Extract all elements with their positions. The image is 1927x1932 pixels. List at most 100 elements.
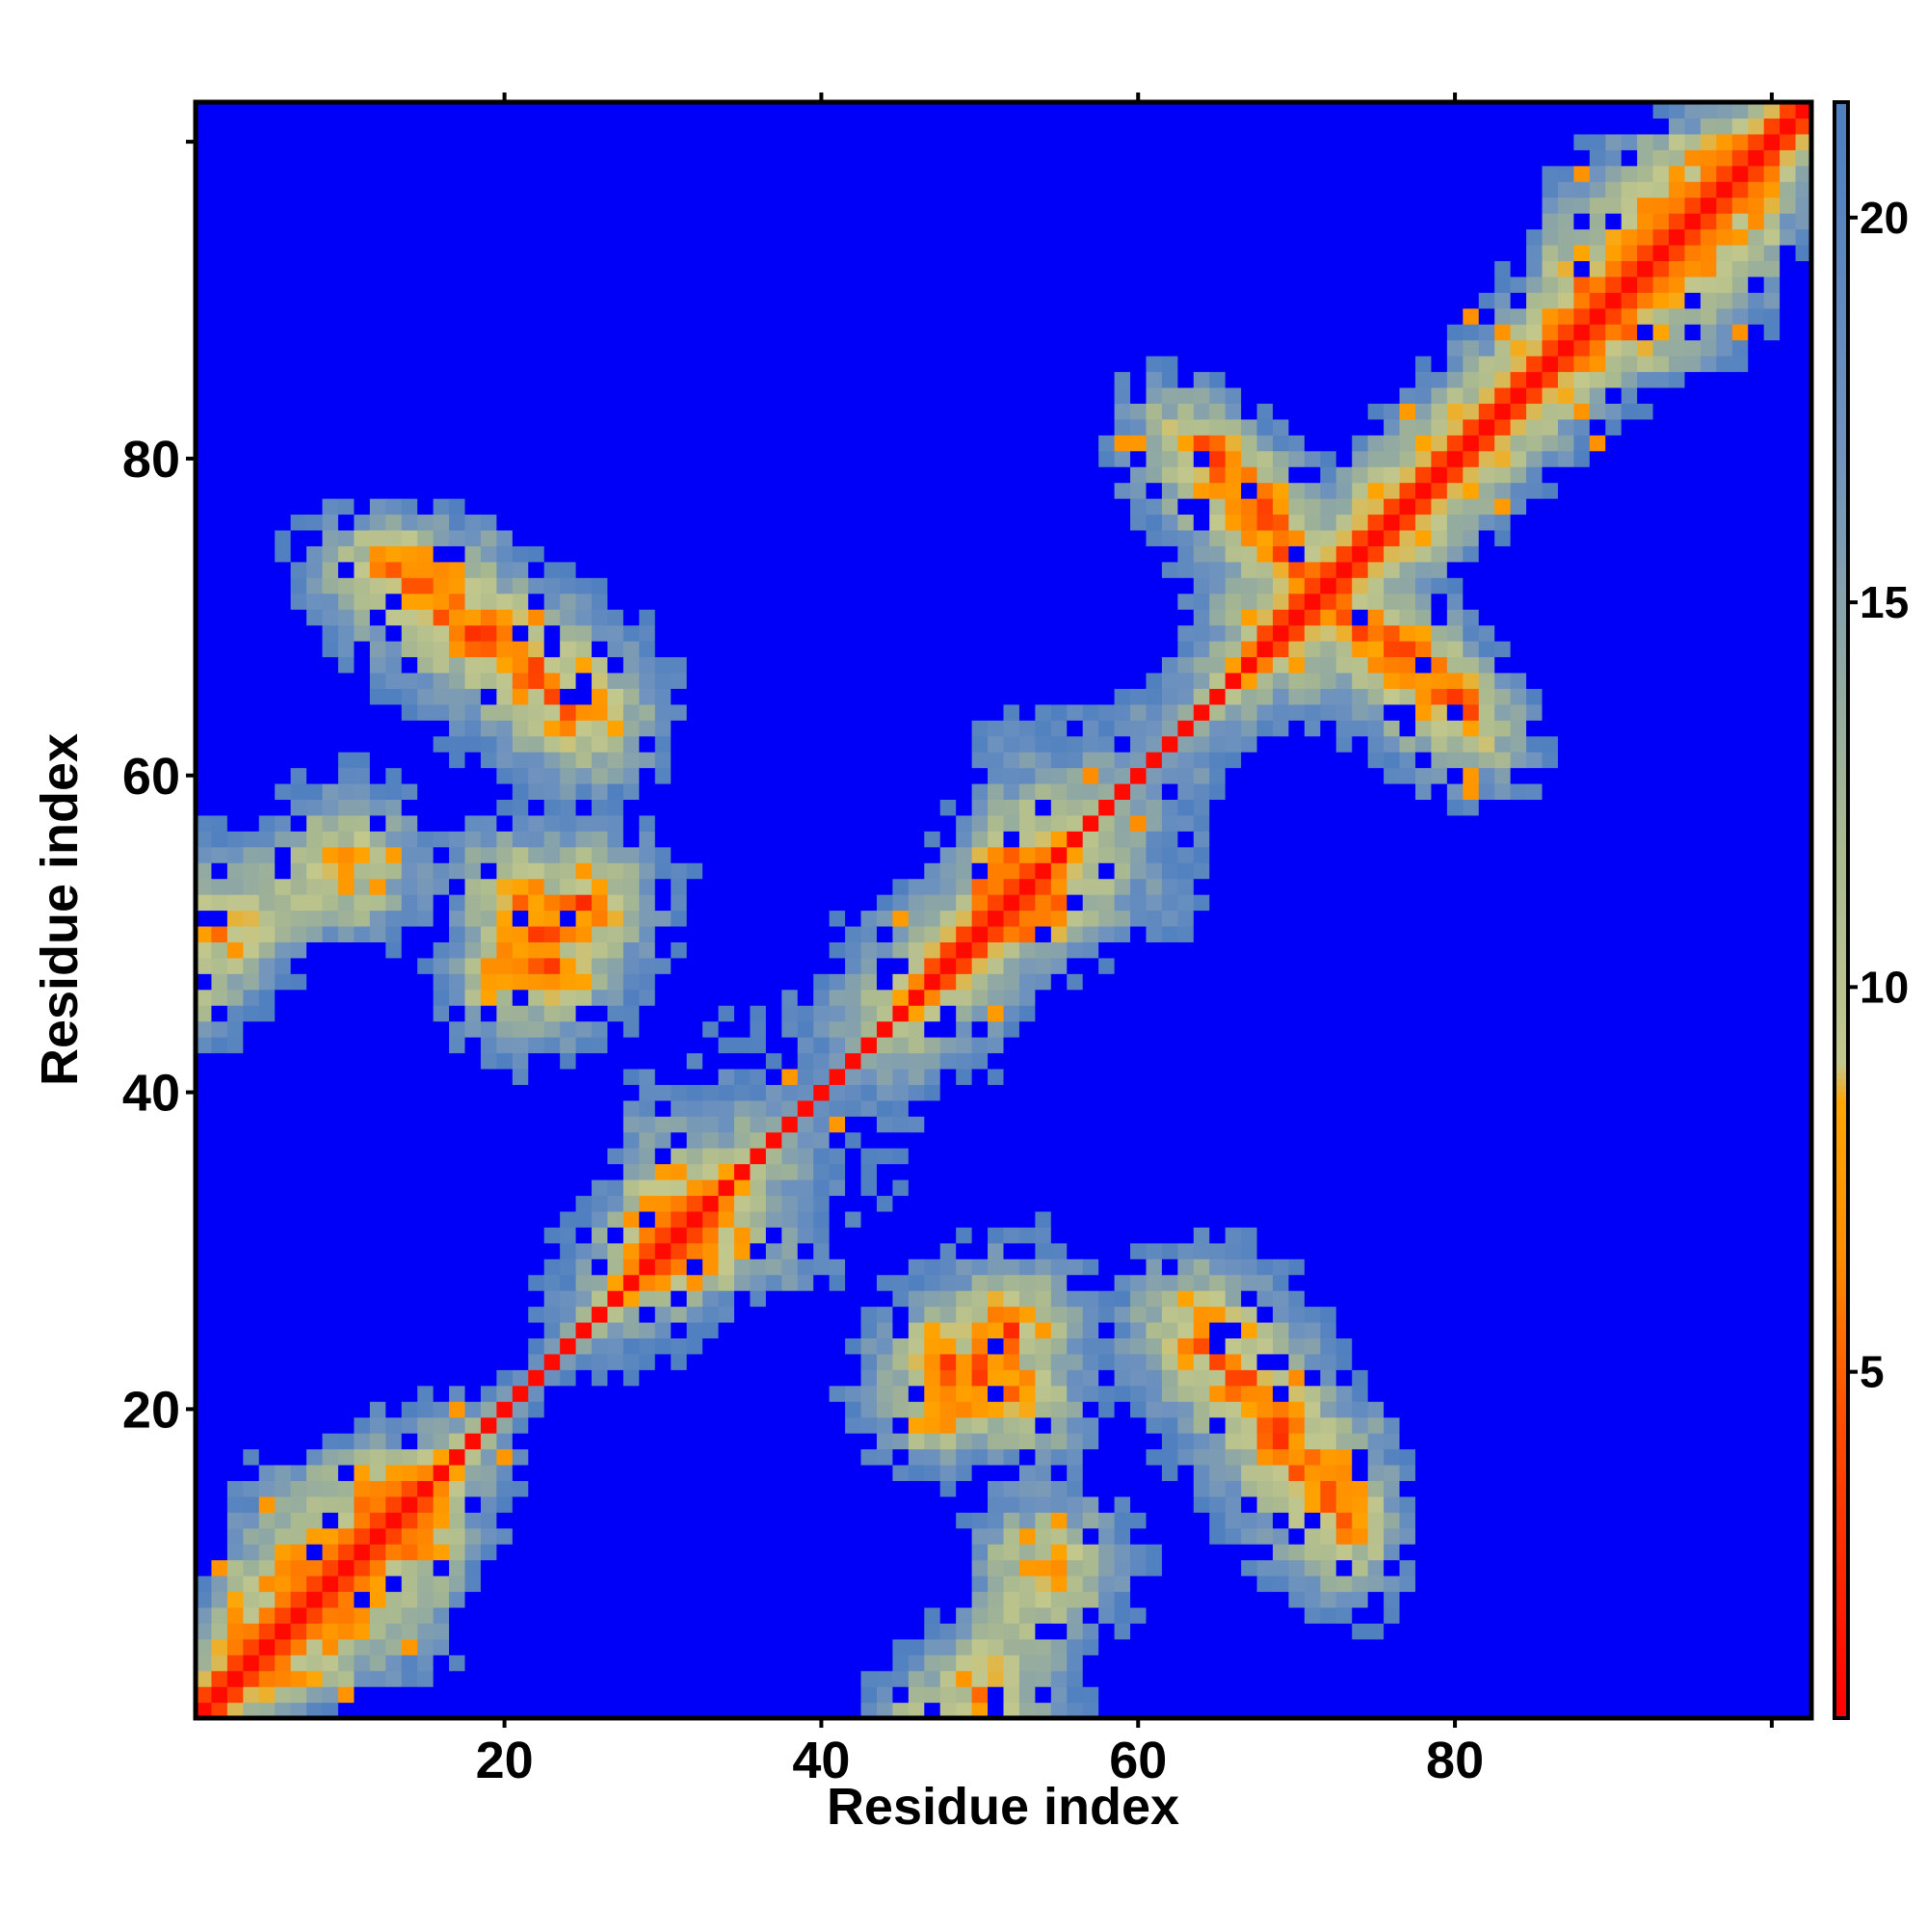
heatmap-cell [512, 846, 529, 863]
heatmap-cell [290, 1353, 307, 1370]
heatmap-cell [560, 165, 577, 182]
heatmap-cell [528, 973, 545, 991]
heatmap-cell [275, 1433, 292, 1450]
heatmap-cell [876, 1638, 894, 1655]
heatmap-cell [592, 593, 609, 610]
heatmap-cell [575, 102, 593, 119]
heatmap-cell [956, 703, 973, 721]
heatmap-cell [369, 1401, 386, 1418]
heatmap-cell [671, 1527, 688, 1545]
heatmap-cell [449, 1306, 466, 1323]
heatmap-cell [433, 989, 450, 1006]
heatmap-cell [528, 767, 545, 784]
heatmap-cell [480, 1654, 497, 1672]
heatmap-cell [876, 577, 894, 595]
heatmap-cell [275, 624, 292, 642]
heatmap-cell [290, 1337, 307, 1355]
heatmap-cell [243, 593, 260, 610]
heatmap-cell [401, 1258, 418, 1276]
heatmap-cell [686, 1702, 703, 1719]
heatmap-cell [829, 133, 846, 150]
heatmap-cell [607, 371, 624, 388]
heatmap-cell [607, 624, 624, 642]
heatmap-cell [813, 1416, 831, 1434]
heatmap-cell [369, 418, 386, 436]
heatmap-cell [275, 1495, 292, 1513]
heatmap-cell [607, 782, 624, 801]
heatmap-cell [528, 735, 545, 753]
heatmap-cell [781, 1401, 799, 1418]
heatmap-cell [369, 561, 386, 578]
heatmap-cell [734, 1274, 752, 1291]
heatmap-cell [892, 973, 910, 991]
heatmap-cell [734, 1321, 752, 1339]
heatmap-cell [622, 957, 640, 974]
heatmap-cell [290, 529, 307, 546]
heatmap-cell [560, 1258, 577, 1276]
heatmap-cell [845, 133, 862, 150]
heatmap-cell [845, 973, 862, 991]
heatmap-cell [449, 181, 466, 198]
heatmap-cell [622, 1274, 640, 1291]
heatmap-cell [622, 1416, 640, 1434]
heatmap-cell [306, 846, 324, 863]
heatmap-cell [401, 450, 418, 467]
heatmap-cell [924, 1084, 941, 1101]
heatmap-cell [622, 1353, 640, 1370]
heatmap-cell [528, 371, 545, 388]
heatmap-cell [813, 1195, 831, 1212]
heatmap-cell [560, 703, 577, 721]
heatmap-cell [226, 1306, 244, 1323]
heatmap-cell [813, 418, 831, 436]
heatmap-cell [211, 1512, 228, 1529]
heatmap-cell [781, 593, 799, 610]
heatmap-cell [243, 1195, 260, 1212]
heatmap-cell [433, 102, 450, 119]
heatmap-cell [306, 1591, 324, 1608]
heatmap-cell [560, 1321, 577, 1339]
heatmap-cell [449, 386, 466, 404]
heatmap-cell [750, 1131, 767, 1149]
heatmap-cell [322, 244, 339, 262]
heatmap-cell [686, 910, 703, 927]
heatmap-cell [956, 498, 973, 516]
heatmap-cell [797, 1686, 814, 1704]
heatmap-cell [196, 1401, 213, 1418]
heatmap-cell [243, 466, 260, 484]
heatmap-cell [275, 1654, 292, 1672]
heatmap-cell [622, 720, 640, 737]
heatmap-cell [464, 1495, 482, 1513]
heatmap-cell [337, 957, 356, 974]
heatmap-cell [956, 1686, 973, 1704]
heatmap-cell [607, 213, 624, 230]
heatmap-cell [433, 1559, 450, 1576]
heatmap-cell [196, 529, 213, 546]
heatmap-cell [765, 1369, 782, 1387]
heatmap-cell [369, 228, 386, 246]
heatmap-cell [860, 149, 878, 167]
heatmap-cell [496, 1052, 514, 1070]
heatmap-cell [417, 1686, 435, 1704]
heatmap-cell [765, 1433, 782, 1450]
heatmap-cell [592, 1068, 609, 1085]
heatmap-cell [797, 609, 814, 626]
heatmap-cell [829, 1337, 846, 1355]
heatmap-cell [575, 1495, 593, 1513]
heatmap-cell [496, 307, 514, 325]
heatmap-cell [560, 1052, 577, 1070]
heatmap-cell [718, 276, 735, 293]
heatmap-cell [243, 514, 260, 531]
heatmap-cell [337, 1210, 356, 1228]
heatmap-cell [226, 878, 244, 895]
heatmap-cell [385, 703, 403, 721]
heatmap-cell [734, 498, 752, 516]
heatmap-cell [845, 498, 862, 516]
heatmap-cell [480, 1606, 497, 1624]
heatmap-cell [797, 1623, 814, 1640]
heatmap-cell [258, 292, 276, 309]
heatmap-cell [765, 356, 782, 373]
heatmap-cell [512, 1464, 529, 1481]
heatmap-cell [560, 133, 577, 150]
heatmap-cell [765, 1148, 782, 1165]
heatmap-cell [924, 276, 941, 293]
